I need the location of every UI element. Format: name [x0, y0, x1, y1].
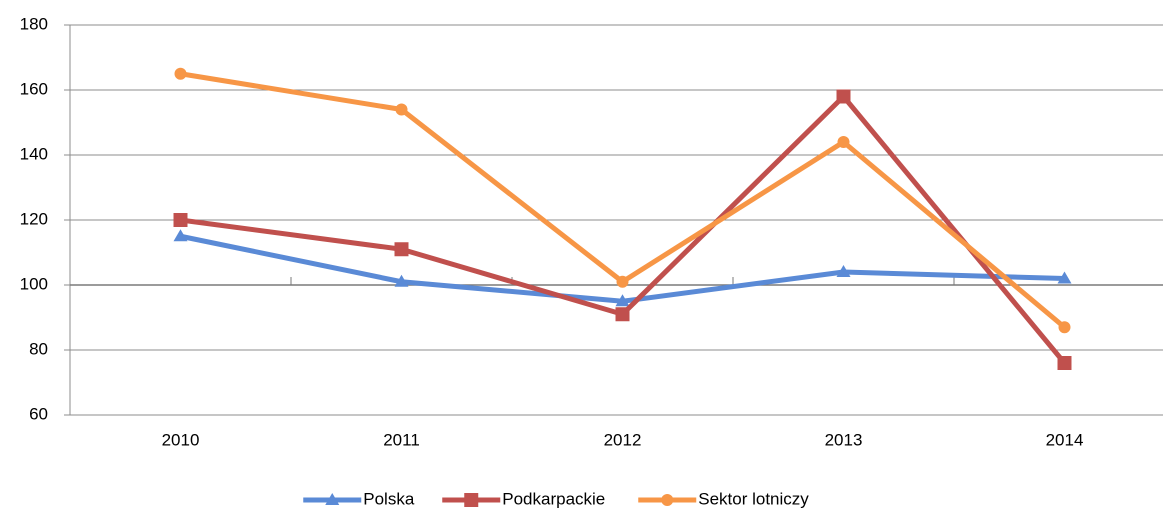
x-tick-label: 2013: [825, 430, 863, 449]
x-tick-label: 2010: [162, 430, 200, 449]
point: [615, 307, 630, 322]
point: [616, 275, 629, 288]
series: [174, 67, 1071, 334]
y-tick-label: 60: [29, 404, 48, 423]
series: [173, 229, 1072, 307]
legend-label: Sektor lotniczy: [698, 489, 809, 508]
line: [179, 233, 1065, 304]
y-tick-label: 180: [20, 14, 48, 33]
point: [1057, 271, 1072, 284]
point: [173, 229, 188, 242]
point: [394, 274, 409, 287]
y-tick-label: 140: [20, 144, 48, 163]
legend-item: Sektor lotniczy: [638, 489, 809, 508]
point: [325, 493, 340, 505]
x-tick-label: 2012: [604, 430, 642, 449]
x-tick-label: 2014: [1046, 430, 1084, 449]
point: [661, 494, 674, 506]
legend-item: Polska: [303, 489, 415, 508]
point: [1058, 321, 1071, 334]
y-tick-label: 160: [20, 79, 48, 98]
legend-item: Podkarpackie: [442, 489, 605, 508]
x-tick-label: 2011: [383, 430, 420, 449]
y-tick-label: 120: [20, 209, 48, 228]
point: [173, 213, 188, 227]
point: [836, 89, 851, 104]
point: [836, 265, 851, 277]
point: [394, 242, 409, 257]
point: [464, 493, 479, 507]
y-tick-label: 80: [29, 339, 48, 358]
y-tick-label: 100: [20, 274, 48, 293]
point: [395, 103, 408, 116]
line: [180, 94, 1067, 365]
legend-label: Podkarpackie: [502, 489, 605, 508]
point: [837, 136, 850, 148]
point: [174, 67, 187, 80]
series: [173, 89, 1072, 370]
point: [615, 294, 630, 307]
point: [1057, 356, 1072, 370]
legend-label: Polska: [363, 489, 415, 508]
